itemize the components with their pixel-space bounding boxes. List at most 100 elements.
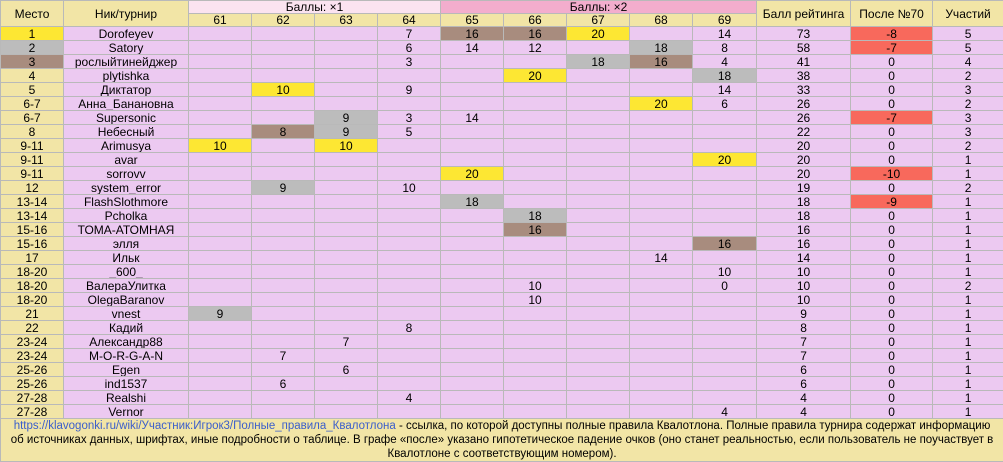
score-cell: [503, 334, 568, 349]
score-cell: [440, 222, 505, 237]
table-row: 3 рослыйтинейджер 3 18 16 4 41 0 4: [0, 54, 1003, 69]
score-cell: 9: [251, 180, 315, 195]
score-cell: [251, 26, 315, 41]
rating-cell: 14: [756, 250, 852, 265]
place-cell: 15-16: [0, 222, 64, 237]
score-cell: [566, 404, 631, 419]
score-cell: [503, 320, 568, 335]
score-cell: 9: [188, 306, 252, 321]
nick-cell: avar: [63, 152, 189, 167]
rating-cell: 4: [756, 390, 852, 405]
score-cell: [188, 376, 252, 391]
rating-cell: 10: [756, 264, 852, 279]
score-cell: 9: [314, 124, 378, 139]
score-cell: [629, 292, 694, 307]
rating-cell: 58: [756, 40, 852, 55]
score-cell: 16: [503, 222, 568, 237]
score-cell: [629, 152, 694, 167]
table-row: 22 Кадий 8 8 0 1: [0, 320, 1003, 335]
place-cell: 21: [0, 306, 64, 321]
score-cell: [376, 96, 442, 111]
table-row: 17 Ильк 14 14 0 1: [0, 250, 1003, 265]
score-cell: [376, 334, 442, 349]
after-header: После №70: [850, 0, 934, 27]
score-cell: [629, 236, 694, 251]
place-cell: 6-7: [0, 96, 64, 111]
tournament-header: 69: [692, 13, 758, 27]
score-cell: [440, 292, 505, 307]
score-cell: 20: [566, 26, 631, 41]
score-cell: [566, 376, 631, 391]
score-cell: [314, 390, 378, 405]
nick-cell: Realshi: [63, 390, 189, 405]
place-cell: 27-28: [0, 404, 64, 419]
rating-cell: 20: [756, 152, 852, 167]
score-cell: [440, 376, 505, 391]
score-cell: [503, 348, 568, 363]
score-cell: [629, 390, 694, 405]
score-cell: [629, 124, 694, 139]
table-row: 27-28 Realshi 4 4 0 1: [0, 390, 1003, 405]
nick-cell: Dorofeyev: [63, 26, 189, 41]
score-cell: [251, 208, 315, 223]
table-row: 6-7 Анна_Банановна 20 6 26 0 2: [0, 96, 1003, 111]
tournament-header: 67: [566, 13, 631, 27]
score-cell: [566, 362, 631, 377]
score-cell: [440, 124, 505, 139]
rating-cell: 10: [756, 278, 852, 293]
score-cell: [376, 152, 442, 167]
score-cell: [566, 110, 631, 125]
score-cell: [503, 306, 568, 321]
score-cell: [440, 334, 505, 349]
score-cell: [692, 390, 758, 405]
nick-cell: Arimusya: [63, 138, 189, 153]
count-cell: 4: [932, 54, 1003, 69]
score-cell: [188, 278, 252, 293]
score-cell: [440, 138, 505, 153]
rating-cell: 41: [756, 54, 852, 69]
score-cell: [692, 306, 758, 321]
after-cell: -7: [850, 110, 934, 125]
score-cell: 9: [314, 110, 378, 125]
score-cell: [503, 250, 568, 265]
rules-link[interactable]: https://klavogonki.ru/wiki/Участник:Игро…: [13, 420, 396, 432]
score-cell: [440, 68, 505, 83]
score-cell: [692, 138, 758, 153]
count-cell: 1: [932, 292, 1003, 307]
rating-cell: 7: [756, 334, 852, 349]
score-cell: [440, 278, 505, 293]
score-cell: [251, 54, 315, 69]
score-cell: [566, 124, 631, 139]
score-cell: [629, 138, 694, 153]
score-cell: [314, 348, 378, 363]
score-cell: [188, 180, 252, 195]
tournament-header: 66: [503, 13, 568, 27]
after-cell: 0: [850, 236, 934, 251]
place-cell: 13-14: [0, 194, 64, 209]
nick-cell: system_error: [63, 180, 189, 195]
after-cell: 0: [850, 138, 934, 153]
table-row: 23-24 Александр88 7 7 0 1: [0, 334, 1003, 349]
score-cell: [629, 278, 694, 293]
table-row: 2 Satory 6 14 12 18 8 58 -7 5: [0, 40, 1003, 55]
score-cell: 10: [692, 264, 758, 279]
table-row: 18-20 _600_ 10 10 0 1: [0, 264, 1003, 279]
score-cell: 6: [692, 96, 758, 111]
after-cell: 0: [850, 278, 934, 293]
after-cell: 0: [850, 54, 934, 69]
after-cell: 0: [850, 208, 934, 223]
score-cell: [692, 250, 758, 265]
score-cell: [251, 222, 315, 237]
score-cell: [376, 292, 442, 307]
score-cell: [629, 166, 694, 181]
score-cell: [376, 68, 442, 83]
score-cell: [188, 110, 252, 125]
nick-cell: Egen: [63, 362, 189, 377]
score-cell: 18: [503, 208, 568, 223]
score-cell: [566, 222, 631, 237]
after-cell: 0: [850, 390, 934, 405]
count-cell: 1: [932, 348, 1003, 363]
place-cell: 22: [0, 320, 64, 335]
